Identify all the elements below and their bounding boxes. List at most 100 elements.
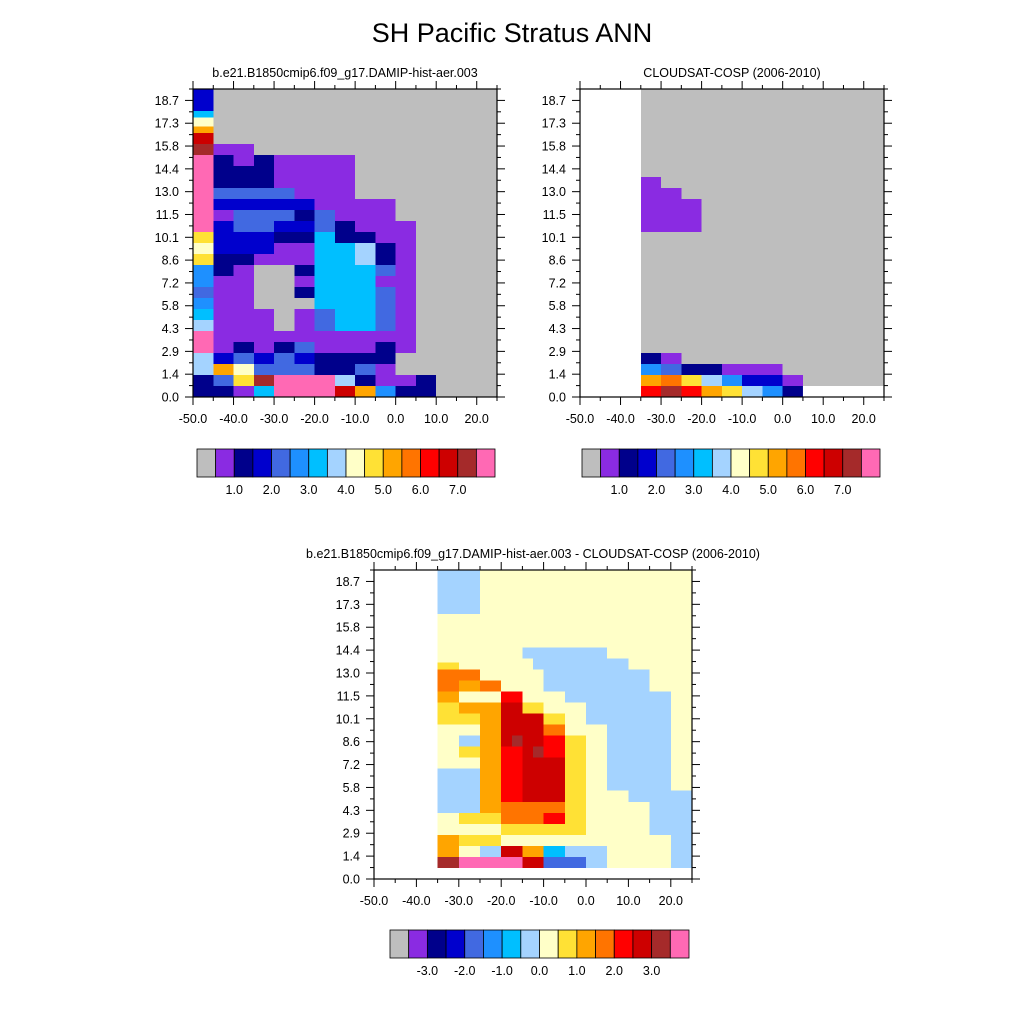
colorbar-swatch — [595, 929, 615, 959]
heatmap-cell — [543, 669, 650, 681]
colorbar-label: 1.0 — [226, 483, 243, 497]
x-tick-label: -40.0 — [219, 412, 248, 426]
heatmap-cell — [274, 232, 315, 243]
heatmap-cell — [395, 386, 416, 397]
heatmap-cell — [742, 386, 763, 397]
heatmap-cell — [213, 188, 295, 199]
colorbar-swatch — [464, 929, 484, 959]
heatmap-cell — [522, 702, 544, 714]
y-tick-label: 2.9 — [343, 827, 360, 841]
y-tick-label: 7.2 — [343, 758, 360, 772]
y-tick-label: 0.0 — [343, 873, 360, 887]
colorbar-label: 4.0 — [722, 483, 739, 497]
heatmap-cell — [522, 856, 544, 868]
heatmap-cell — [193, 117, 214, 127]
heatmap-cell — [640, 375, 662, 386]
heatmap-cell — [314, 177, 335, 188]
heatmap-cell — [375, 342, 396, 353]
heatmap-cell — [193, 331, 214, 342]
colorbar-swatch — [445, 929, 466, 959]
heatmap-cell — [543, 812, 565, 824]
colorbar-swatch — [289, 448, 310, 478]
colorbar-swatch — [749, 448, 769, 478]
heatmap-cell — [437, 662, 459, 670]
y-tick-label: 8.6 — [162, 254, 179, 268]
heatmap-cell — [233, 386, 254, 397]
y-tick-label: 17.3 — [155, 117, 179, 131]
y-tick-label: 13.0 — [542, 185, 566, 199]
colorbar-swatch — [600, 448, 620, 478]
heatmap-obs — [640, 89, 884, 397]
colorbar-swatch — [860, 448, 881, 478]
colorbar-label: 3.0 — [300, 483, 317, 497]
colorbar-swatch — [557, 929, 578, 959]
heatmap-cell — [193, 265, 214, 276]
heatmap-cell — [233, 375, 254, 386]
heatmap-cell — [193, 342, 214, 353]
heatmap-cell — [458, 746, 480, 758]
axes-3: -50.0 -40.0 -30.0 -20.0 -10.0 0.0 10.0 20.0 0.0 1… — [306, 547, 760, 908]
heatmap-cell — [437, 812, 459, 824]
heatmap-cell — [522, 845, 544, 857]
heatmap-cell — [640, 177, 662, 188]
colorbar-swatch — [401, 448, 421, 478]
heatmap-cell — [564, 691, 671, 703]
colorbar-swatch — [637, 448, 657, 478]
heatmap-cell — [274, 342, 295, 353]
heatmap-cell — [253, 155, 275, 166]
axes-1: -50.0 -40.0 -30.0 -20.0 -10.0 0.0 10.0 20.0 0.0 1… — [155, 66, 505, 426]
heatmap-cell — [294, 342, 315, 353]
colorbar-swatch — [805, 448, 825, 478]
heatmap-cell — [437, 801, 480, 813]
x-tick-label: 0.0 — [774, 412, 791, 426]
heatmap-cell — [543, 845, 565, 857]
colorbar-swatch — [308, 448, 328, 478]
colorbar-swatch — [420, 448, 440, 478]
heatmap-cell — [437, 570, 480, 615]
heatmap-cell — [193, 375, 214, 397]
heatmap-cell — [355, 243, 376, 265]
heatmap-cell — [213, 375, 234, 386]
y-tick-label: 10.1 — [542, 231, 566, 245]
colorbar-swatch — [618, 448, 639, 478]
panel-title: b.e21.B1850cmip6.f09_g17.DAMIP-hist-aer.… — [212, 66, 477, 80]
heatmap-cell — [640, 89, 884, 386]
heatmap-diff — [437, 570, 692, 868]
colorbar-label: 1.0 — [611, 483, 628, 497]
colorbar-swatch — [786, 448, 806, 478]
x-tick-label: -20.0 — [300, 412, 329, 426]
colorbar-swatch — [823, 448, 844, 478]
heatmap-cell — [314, 232, 335, 309]
heatmap-cell — [193, 111, 214, 118]
heatmap-cell — [253, 386, 275, 397]
heatmap-cell — [334, 375, 356, 386]
y-tick-label: 14.4 — [336, 644, 360, 658]
y-tick-label: 2.9 — [162, 345, 179, 359]
colorbar-swatch — [613, 929, 634, 959]
heatmap-cell — [233, 144, 254, 166]
heatmap-cell — [458, 834, 480, 846]
x-tick-label: -50.0 — [179, 412, 208, 426]
heatmap-cell — [314, 210, 335, 221]
colorbar-swatch — [382, 448, 403, 478]
y-tick-label: 13.0 — [155, 185, 179, 199]
x-tick-label: 20.0 — [659, 894, 683, 908]
heatmap-cell — [480, 757, 502, 813]
heatmap-cell — [437, 845, 459, 857]
heatmap-cell — [533, 658, 629, 670]
colorbar-2: 1.0 2.0 3.0 4.0 5.0 6.0 7.0 — [581, 448, 881, 497]
colorbar-label: 2.0 — [606, 964, 623, 978]
colorbar-label: -3.0 — [417, 964, 439, 978]
panel-title: CLOUDSAT-COSP (2006-2010) — [643, 66, 820, 80]
colorbar-label: 3.0 — [643, 964, 660, 978]
y-tick-label: 4.3 — [343, 804, 360, 818]
heatmap-cell — [437, 669, 459, 692]
heatmap-cell — [375, 232, 396, 243]
colorbar-swatch — [215, 448, 235, 478]
heatmap-cell — [480, 680, 502, 692]
x-tick-label: -20.0 — [687, 412, 716, 426]
y-tick-label: 0.0 — [549, 391, 566, 405]
heatmap-cell — [501, 823, 565, 835]
heatmap-cell — [274, 375, 335, 386]
heatmap-cell — [233, 364, 254, 375]
